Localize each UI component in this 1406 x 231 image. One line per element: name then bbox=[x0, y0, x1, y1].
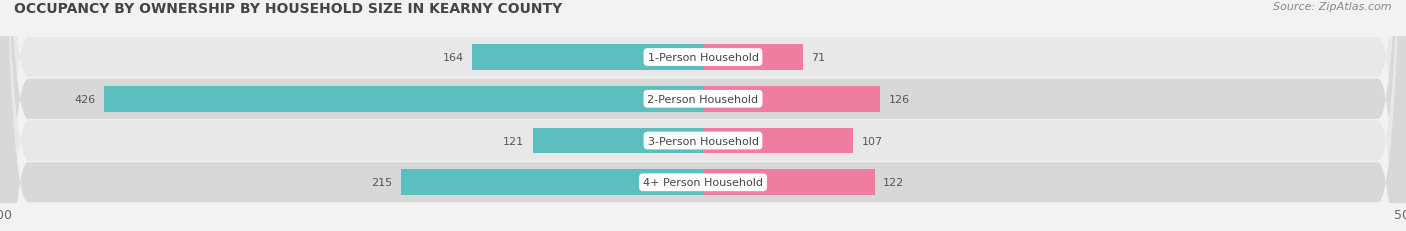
Bar bbox=[703, 45, 803, 71]
Text: OCCUPANCY BY OWNERSHIP BY HOUSEHOLD SIZE IN KEARNY COUNTY: OCCUPANCY BY OWNERSHIP BY HOUSEHOLD SIZE… bbox=[14, 2, 562, 16]
Bar bbox=[401, 170, 703, 195]
Text: 215: 215 bbox=[371, 177, 392, 188]
Text: 122: 122 bbox=[883, 177, 904, 188]
Text: 121: 121 bbox=[503, 136, 524, 146]
Bar bbox=[104, 86, 703, 112]
Bar bbox=[533, 128, 703, 154]
Bar bbox=[703, 86, 880, 112]
Text: 4+ Person Household: 4+ Person Household bbox=[643, 177, 763, 188]
Text: Source: ZipAtlas.com: Source: ZipAtlas.com bbox=[1274, 2, 1392, 12]
Bar bbox=[703, 170, 875, 195]
Text: 1-Person Household: 1-Person Household bbox=[648, 53, 758, 63]
Text: 107: 107 bbox=[862, 136, 883, 146]
Bar bbox=[472, 45, 703, 71]
Text: 164: 164 bbox=[443, 53, 464, 63]
Text: 426: 426 bbox=[75, 94, 96, 104]
Text: 3-Person Household: 3-Person Household bbox=[648, 136, 758, 146]
Bar bbox=[703, 128, 853, 154]
Text: 71: 71 bbox=[811, 53, 825, 63]
Text: 126: 126 bbox=[889, 94, 910, 104]
Text: 2-Person Household: 2-Person Household bbox=[647, 94, 759, 104]
